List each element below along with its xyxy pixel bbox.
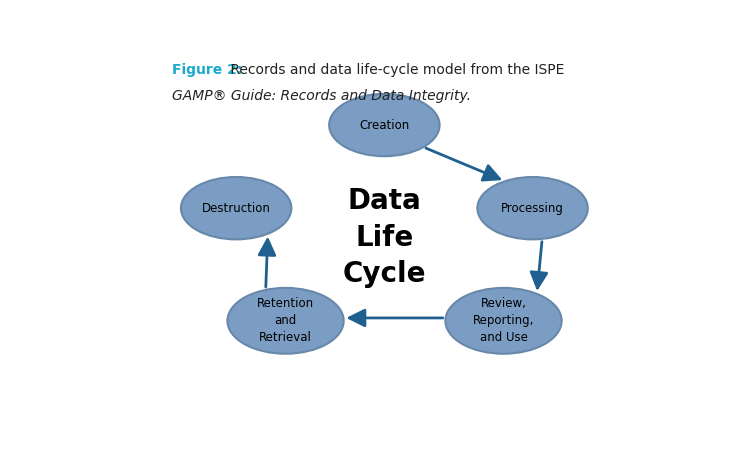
Ellipse shape [181, 177, 291, 239]
Ellipse shape [477, 177, 588, 239]
Text: GAMP® Guide: Records and Data Integrity.: GAMP® Guide: Records and Data Integrity. [172, 89, 471, 103]
Text: Destruction: Destruction [202, 202, 271, 215]
Text: Review,
Reporting,
and Use: Review, Reporting, and Use [472, 297, 534, 344]
Text: Records and data life-cycle model from the ISPE: Records and data life-cycle model from t… [226, 63, 565, 76]
Text: Creation: Creation [359, 118, 410, 131]
Ellipse shape [227, 288, 344, 354]
Ellipse shape [329, 94, 440, 156]
Text: Retention
and
Retrieval: Retention and Retrieval [257, 297, 314, 344]
Text: Processing: Processing [501, 202, 564, 215]
Text: Data
Life
Cycle: Data Life Cycle [343, 187, 426, 288]
Ellipse shape [446, 288, 562, 354]
Text: Figure 2:: Figure 2: [172, 63, 242, 76]
